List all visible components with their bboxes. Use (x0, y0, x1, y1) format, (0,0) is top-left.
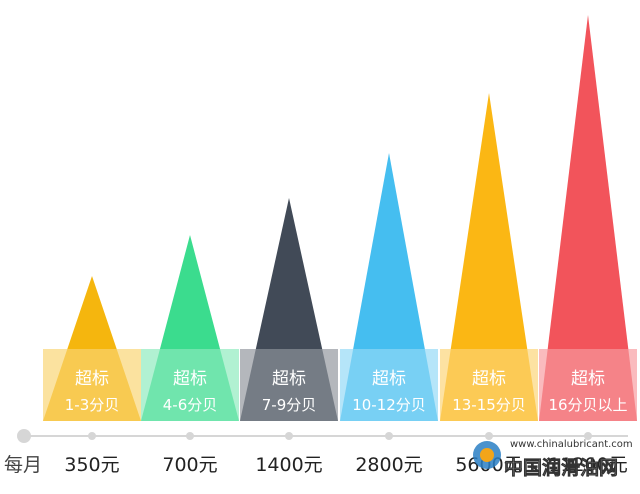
x-axis-tick-3 (285, 432, 293, 440)
bar-label-range-4: 10-12分贝 (352, 396, 426, 414)
bar-label-range-2: 4-6分贝 (163, 396, 218, 414)
triangle-band-5 (440, 349, 538, 421)
x-tick-label-3: 1400元 (255, 454, 322, 476)
x-tick-label-1: 350元 (64, 454, 119, 476)
x-axis-start-dot (17, 429, 31, 443)
bar-label-range-6: 16分贝以上 (548, 396, 627, 414)
x-axis-tick-1 (88, 432, 96, 440)
triangle-band-tint-6 (539, 349, 637, 421)
triangle-bar-5 (440, 93, 538, 421)
triangle-bar-6 (539, 15, 637, 421)
triangle-band-tint-1 (43, 349, 141, 421)
triangle-band-1 (43, 349, 141, 421)
bar-label-top-1: 超标 (75, 369, 109, 389)
triangle-band-tint-2 (141, 349, 239, 421)
bar-label-top-3: 超标 (272, 369, 306, 389)
x-tick-label-4: 2800元 (355, 454, 422, 476)
x-axis-tick-4 (385, 432, 393, 440)
watermark-logo-core-icon (480, 448, 494, 462)
triangle-band-tint-5 (440, 349, 538, 421)
bar-label-range-1: 1-3分贝 (65, 396, 120, 414)
triangle-band-4 (340, 349, 438, 421)
triangle-band-2 (141, 349, 239, 421)
bar-label-top-4: 超标 (372, 369, 406, 389)
bar-label-top-6: 超标 (571, 369, 605, 389)
triangle-band-6 (539, 349, 637, 421)
x-tick-label-6: 11200元 (548, 454, 627, 476)
x-axis-tick-6 (584, 432, 592, 440)
watermark-name: 中国润滑油网 (504, 456, 618, 479)
triangle-band-tint-4 (340, 349, 438, 421)
bar-label-range-5: 13-15分贝 (452, 396, 526, 414)
x-axis-tick-5 (485, 432, 493, 440)
bar-label-top-2: 超标 (173, 369, 207, 389)
bar-label-range-3: 7-9分贝 (262, 396, 317, 414)
watermark-url: www.chinalubricant.com (510, 439, 633, 450)
x-axis-tick-2 (186, 432, 194, 440)
x-axis-word: 每月 (4, 454, 42, 476)
triangle-band-tint-3 (240, 349, 338, 421)
bar-label-top-5: 超标 (472, 369, 506, 389)
triangle-band-3 (240, 349, 338, 421)
x-tick-label-2: 700元 (162, 454, 217, 476)
